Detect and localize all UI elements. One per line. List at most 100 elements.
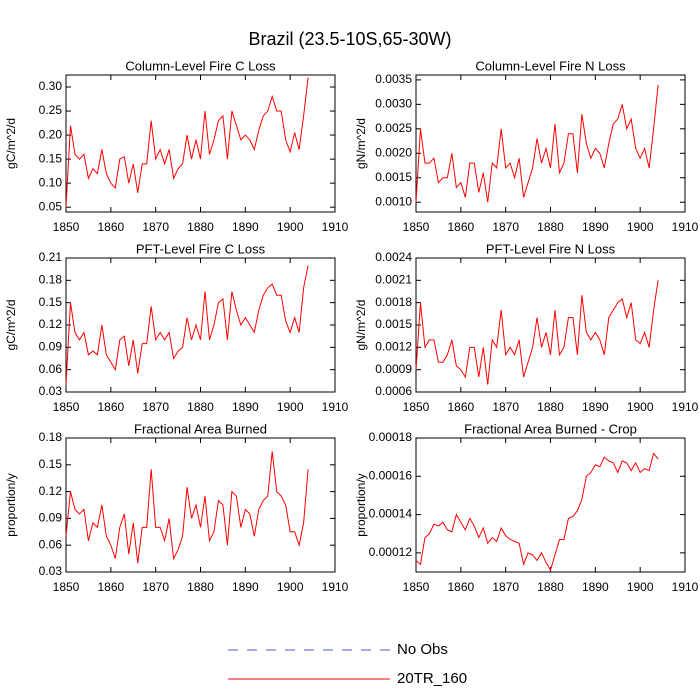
y-tick-label: 0.06 bbox=[39, 362, 63, 376]
y-tick-label: 0.25 bbox=[39, 103, 63, 117]
x-tick-label: 1870 bbox=[142, 220, 169, 234]
x-tick-label: 1900 bbox=[627, 580, 654, 594]
figure-title: Brazil (23.5-10S,65-30W) bbox=[248, 29, 451, 49]
x-tick-label: 1850 bbox=[403, 400, 430, 414]
y-tick-label: 0.0015 bbox=[375, 317, 412, 331]
panel-title: PFT-Level Fire N Loss bbox=[486, 241, 616, 256]
x-tick-label: 1890 bbox=[582, 220, 609, 234]
x-tick-label: 1870 bbox=[492, 220, 519, 234]
legend-label: 20TR_160 bbox=[397, 670, 467, 687]
data-line bbox=[415, 84, 659, 203]
panel-title: PFT-Level Fire C Loss bbox=[136, 241, 266, 256]
x-tick-label: 1860 bbox=[97, 580, 124, 594]
y-tick-label: 0.0020 bbox=[375, 145, 412, 159]
y-tick-label: 0.18 bbox=[39, 430, 63, 444]
y-tick-label: 0.30 bbox=[39, 79, 63, 93]
x-tick-label: 1890 bbox=[232, 220, 259, 234]
y-tick-label: 0.20 bbox=[39, 127, 63, 141]
x-tick-label: 1910 bbox=[322, 220, 349, 234]
x-tick-label: 1860 bbox=[447, 400, 474, 414]
x-tick-label: 1870 bbox=[492, 580, 519, 594]
y-tick-label: 0.00012 bbox=[369, 545, 413, 559]
y-tick-label: 0.00014 bbox=[369, 507, 413, 521]
plot-frame bbox=[65, 437, 336, 573]
y-tick-label: 0.03 bbox=[39, 384, 63, 398]
y-tick-label: 0.0006 bbox=[375, 384, 412, 398]
data-line bbox=[415, 280, 659, 385]
x-tick-label: 1900 bbox=[277, 400, 304, 414]
x-tick-label: 1900 bbox=[277, 580, 304, 594]
panel-title: Column-Level Fire N Loss bbox=[475, 58, 626, 73]
x-tick-label: 1900 bbox=[627, 220, 654, 234]
y-tick-label: 0.12 bbox=[39, 484, 63, 498]
y-tick-label: 0.10 bbox=[39, 175, 63, 189]
y-tick-label: 0.09 bbox=[39, 511, 63, 525]
y-axis-label: gC/m^2/d bbox=[4, 118, 18, 169]
x-tick-label: 1890 bbox=[582, 400, 609, 414]
x-tick-label: 1870 bbox=[142, 580, 169, 594]
x-tick-label: 1900 bbox=[627, 400, 654, 414]
data-line bbox=[65, 265, 309, 385]
x-tick-label: 1880 bbox=[187, 400, 214, 414]
x-tick-label: 1860 bbox=[97, 400, 124, 414]
x-tick-label: 1850 bbox=[53, 400, 80, 414]
x-tick-label: 1850 bbox=[403, 220, 430, 234]
panel-title: Column-Level Fire C Loss bbox=[125, 58, 276, 73]
x-tick-label: 1880 bbox=[537, 400, 564, 414]
y-tick-label: 0.0018 bbox=[375, 295, 412, 309]
plot-frame bbox=[415, 74, 686, 213]
y-tick-label: 0.0012 bbox=[375, 340, 412, 354]
y-tick-label: 0.0024 bbox=[375, 250, 412, 264]
data-line bbox=[415, 452, 659, 572]
panel-title: Fractional Area Burned - Crop bbox=[464, 421, 637, 436]
x-tick-label: 1850 bbox=[53, 580, 80, 594]
y-tick-label: 0.06 bbox=[39, 537, 63, 551]
x-tick-label: 1850 bbox=[53, 220, 80, 234]
x-tick-label: 1900 bbox=[277, 220, 304, 234]
y-tick-label: 0.15 bbox=[39, 295, 63, 309]
y-tick-label: 0.09 bbox=[39, 340, 63, 354]
y-axis-label: gN/m^2/d bbox=[354, 300, 368, 351]
x-tick-label: 1880 bbox=[187, 220, 214, 234]
y-tick-label: 0.21 bbox=[39, 250, 63, 264]
y-axis-label: proportion/y bbox=[354, 473, 368, 536]
y-tick-label: 0.12 bbox=[39, 317, 63, 331]
x-tick-label: 1910 bbox=[672, 580, 699, 594]
y-tick-label: 0.0025 bbox=[375, 121, 412, 135]
x-tick-label: 1910 bbox=[672, 220, 699, 234]
y-tick-label: 0.00016 bbox=[369, 468, 413, 482]
y-tick-label: 0.0030 bbox=[375, 97, 412, 111]
x-tick-label: 1870 bbox=[492, 400, 519, 414]
y-tick-label: 0.05 bbox=[39, 199, 63, 213]
plot-frame bbox=[65, 74, 336, 213]
x-tick-label: 1890 bbox=[232, 400, 259, 414]
y-tick-label: 0.0009 bbox=[375, 362, 412, 376]
x-tick-label: 1850 bbox=[403, 580, 430, 594]
y-tick-label: 0.0035 bbox=[375, 72, 412, 86]
plot-frame bbox=[415, 257, 686, 393]
x-tick-label: 1910 bbox=[322, 400, 349, 414]
x-tick-label: 1870 bbox=[142, 400, 169, 414]
data-line bbox=[65, 451, 309, 564]
panel-title: Fractional Area Burned bbox=[134, 421, 267, 436]
x-tick-label: 1880 bbox=[187, 580, 214, 594]
y-tick-label: 0.0010 bbox=[375, 194, 412, 208]
x-tick-label: 1890 bbox=[582, 580, 609, 594]
x-tick-label: 1860 bbox=[447, 580, 474, 594]
legend-label: No Obs bbox=[397, 641, 448, 658]
x-tick-label: 1860 bbox=[97, 220, 124, 234]
y-tick-label: 0.03 bbox=[39, 564, 63, 578]
plot-frame bbox=[415, 437, 686, 573]
y-axis-label: proportion/y bbox=[4, 473, 18, 536]
y-tick-label: 0.15 bbox=[39, 457, 63, 471]
y-axis-label: gC/m^2/d bbox=[4, 300, 18, 351]
plot-frame bbox=[65, 257, 336, 393]
x-tick-label: 1910 bbox=[322, 580, 349, 594]
x-tick-label: 1910 bbox=[672, 400, 699, 414]
y-axis-label: gN/m^2/d bbox=[354, 118, 368, 169]
y-tick-label: 0.0015 bbox=[375, 170, 412, 184]
y-tick-label: 0.15 bbox=[39, 151, 63, 165]
x-tick-label: 1860 bbox=[447, 220, 474, 234]
x-tick-label: 1880 bbox=[537, 220, 564, 234]
